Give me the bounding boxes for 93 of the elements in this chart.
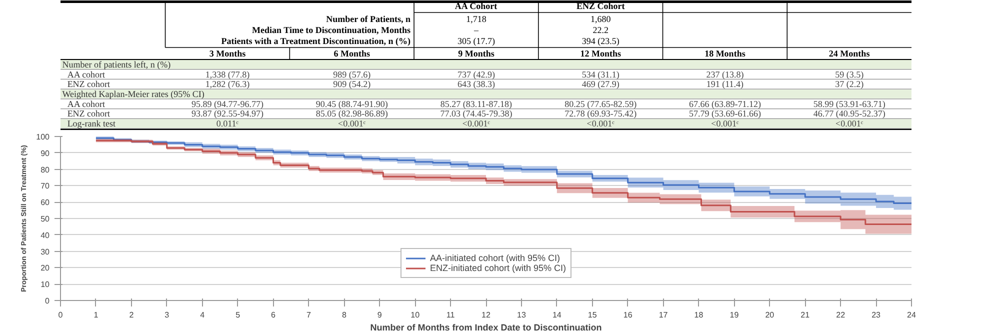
x-tick-label: 14 — [552, 310, 562, 320]
text: 58.99 (53.91-63.71) — [813, 98, 886, 109]
text: 237 (13.8) — [706, 69, 744, 80]
text: 305 (17.7) — [457, 36, 495, 46]
category-label: 6 Months — [334, 48, 370, 58]
category-label: 3 Months — [209, 48, 246, 58]
x-tick-label: 12 — [482, 310, 491, 320]
legend-label: AA-initiated cohort (with 95% CI) — [430, 253, 560, 263]
text: Patients with a Treatment Discontinuation, n (%) — [221, 36, 410, 46]
text: Median Time to Discontinuation, Months — [252, 25, 411, 35]
y-tick-label: 70 — [40, 182, 50, 191]
text: 22.2 — [592, 25, 608, 35]
text: 72.78 (69.93-75.42) — [564, 108, 637, 119]
text: 95.89 (94.77-96.77) — [191, 98, 264, 109]
text: <0.001ᶜ — [586, 118, 614, 129]
y-tick-label: 10 — [40, 280, 50, 290]
x-axis-title: Number of Months from Index Date to Discontinuation — [370, 322, 602, 332]
text: <0.001ᶜ — [338, 118, 366, 129]
category-label: ENZ cohort — [67, 108, 110, 119]
text: 534 (31.1) — [582, 69, 620, 80]
x-tick-label: 17 — [658, 310, 668, 320]
y-tick-label: 90 — [40, 148, 50, 158]
x-tick-label: 7 — [306, 310, 312, 320]
text: 737 (42.9) — [457, 69, 495, 80]
text: AA Cohort — [454, 1, 498, 11]
text: 394 (23.5) — [582, 36, 620, 46]
y-tick-label: 30 — [40, 247, 50, 256]
y-tick-label: 100 — [36, 132, 50, 142]
text: 85.05 (82.98-86.89) — [316, 108, 388, 119]
category-label: 12 Months — [580, 48, 622, 58]
x-tick-label: 13 — [517, 310, 526, 320]
text: 77.03 (74.45-79.38) — [440, 108, 512, 119]
text: 0.011ᶜ — [216, 118, 239, 129]
category-label: 9 Months — [458, 48, 495, 58]
category-label: Log-rank test — [67, 118, 116, 129]
text: 909 (54.2) — [333, 79, 371, 90]
text: 46.77 (40.95-52.37) — [813, 108, 886, 119]
x-tick-label: 19 — [730, 310, 740, 320]
y-tick-label: 40 — [40, 230, 50, 240]
x-tick-label: 9 — [377, 310, 382, 320]
x-tick-label: 0 — [58, 310, 64, 320]
x-tick-label: 16 — [623, 310, 633, 320]
text: – — [474, 25, 478, 35]
category-label: AA cohort — [67, 98, 106, 109]
x-tick-label: 4 — [200, 310, 206, 320]
text: 57.79 (53.69-61.66) — [688, 108, 761, 119]
text: <0.001ᶜ — [836, 118, 864, 129]
text: 67.66 (63.89-71.12) — [688, 98, 761, 109]
category-label: ENZ cohort — [67, 79, 110, 90]
x-tick-label: 5 — [236, 310, 241, 320]
text: 191 (11.4) — [706, 79, 744, 90]
x-tick-label: 2 — [129, 310, 134, 320]
text: 59 (3.5) — [835, 69, 864, 80]
category-label: 18 Months — [704, 48, 746, 58]
x-tick-label: 10 — [410, 310, 420, 320]
text: Number of Patients, n — [326, 14, 410, 24]
category-label: Number of patients left, n (%) — [62, 59, 171, 70]
x-tick-label: 24 — [907, 310, 916, 320]
y-tick-label: 80 — [40, 165, 50, 174]
x-tick-label: 20 — [765, 310, 775, 320]
x-tick-label: 21 — [800, 310, 810, 320]
text: <0.001ᶜ — [711, 118, 739, 129]
text: 80.25 (77.65-82.59) — [564, 98, 637, 109]
legend-label: ENZ-initiated cohort (with 95% CI) — [430, 263, 566, 273]
text: <0.001ᶜ — [462, 118, 490, 129]
category-label: Weighted Kaplan-Meier rates (95% CI) — [62, 89, 204, 99]
category-label: AA cohort — [67, 69, 106, 80]
y-tick-label: 50 — [40, 214, 50, 224]
x-tick-label: 3 — [164, 310, 170, 320]
x-tick-label: 1 — [94, 310, 99, 320]
text: 85.27 (83.11-87.18) — [440, 98, 512, 109]
text: ENZ Cohort — [576, 1, 625, 11]
text: 989 (57.6) — [333, 69, 371, 80]
y-tick-label: 0 — [45, 296, 50, 306]
text: 37 (2.2) — [835, 79, 864, 90]
x-tick-label: 18 — [694, 310, 704, 320]
x-tick-label: 6 — [271, 310, 276, 320]
category-label: 24 Months — [828, 48, 870, 58]
text: 643 (38.3) — [457, 79, 495, 90]
x-tick-label: 22 — [836, 310, 846, 320]
x-tick-label: 11 — [446, 310, 456, 320]
text: 469 (27.9) — [582, 79, 620, 90]
text: 1,282 (76.3) — [205, 79, 250, 90]
y-tick-label: 60 — [40, 198, 50, 208]
x-tick-label: 8 — [342, 310, 347, 320]
x-tick-label: 23 — [872, 310, 882, 320]
text: 1,338 (77.8) — [205, 69, 250, 80]
text: 93.87 (92.55-94.97) — [191, 108, 264, 119]
text: 90.45 (88.74-91.90) — [316, 98, 388, 109]
text: 1,680 — [590, 14, 611, 24]
y-tick-label: 20 — [40, 264, 50, 273]
x-tick-label: 15 — [588, 310, 598, 320]
text: 1,718 — [466, 14, 486, 24]
